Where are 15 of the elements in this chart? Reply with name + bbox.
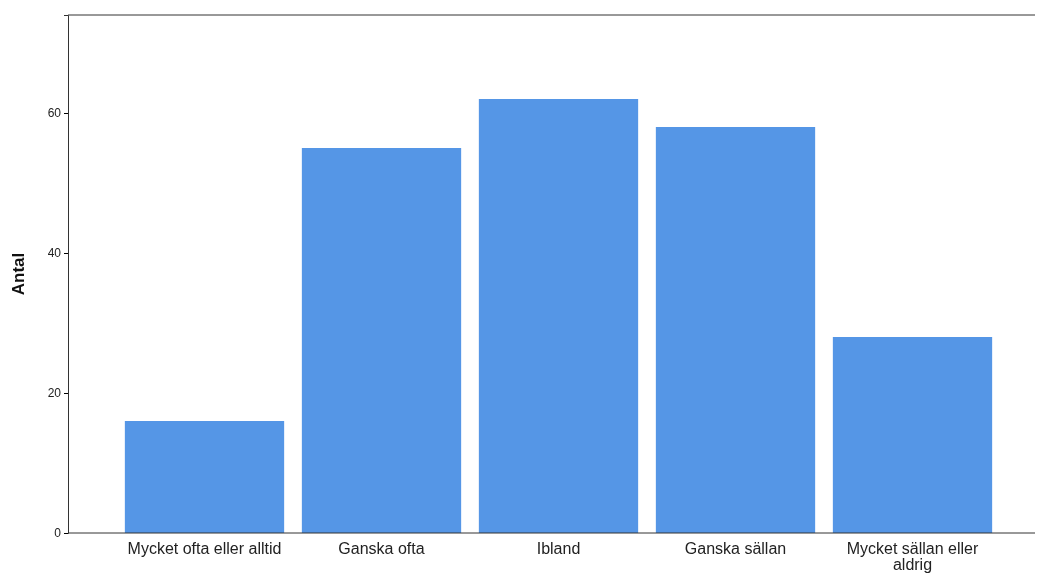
bar xyxy=(655,127,816,533)
x-tick-label: Ganska ofta xyxy=(338,539,425,557)
bar xyxy=(124,421,285,533)
y-tick-label: 0 xyxy=(54,526,62,541)
x-tick-label: Mycket ofta eller alltid xyxy=(127,539,282,557)
bar xyxy=(832,337,993,533)
bar xyxy=(478,99,639,533)
y-tick-label: 20 xyxy=(47,386,62,401)
y-axis-title: Antal xyxy=(9,252,28,296)
bar xyxy=(301,148,462,533)
x-tick-label: Mycket sällan eller aldrig xyxy=(846,539,979,573)
x-tick-label: Ibland xyxy=(536,539,581,557)
x-tick-label: Ganska sällan xyxy=(684,539,787,557)
y-tick-label: 40 xyxy=(47,246,62,261)
y-tick-label: 60 xyxy=(47,106,62,121)
